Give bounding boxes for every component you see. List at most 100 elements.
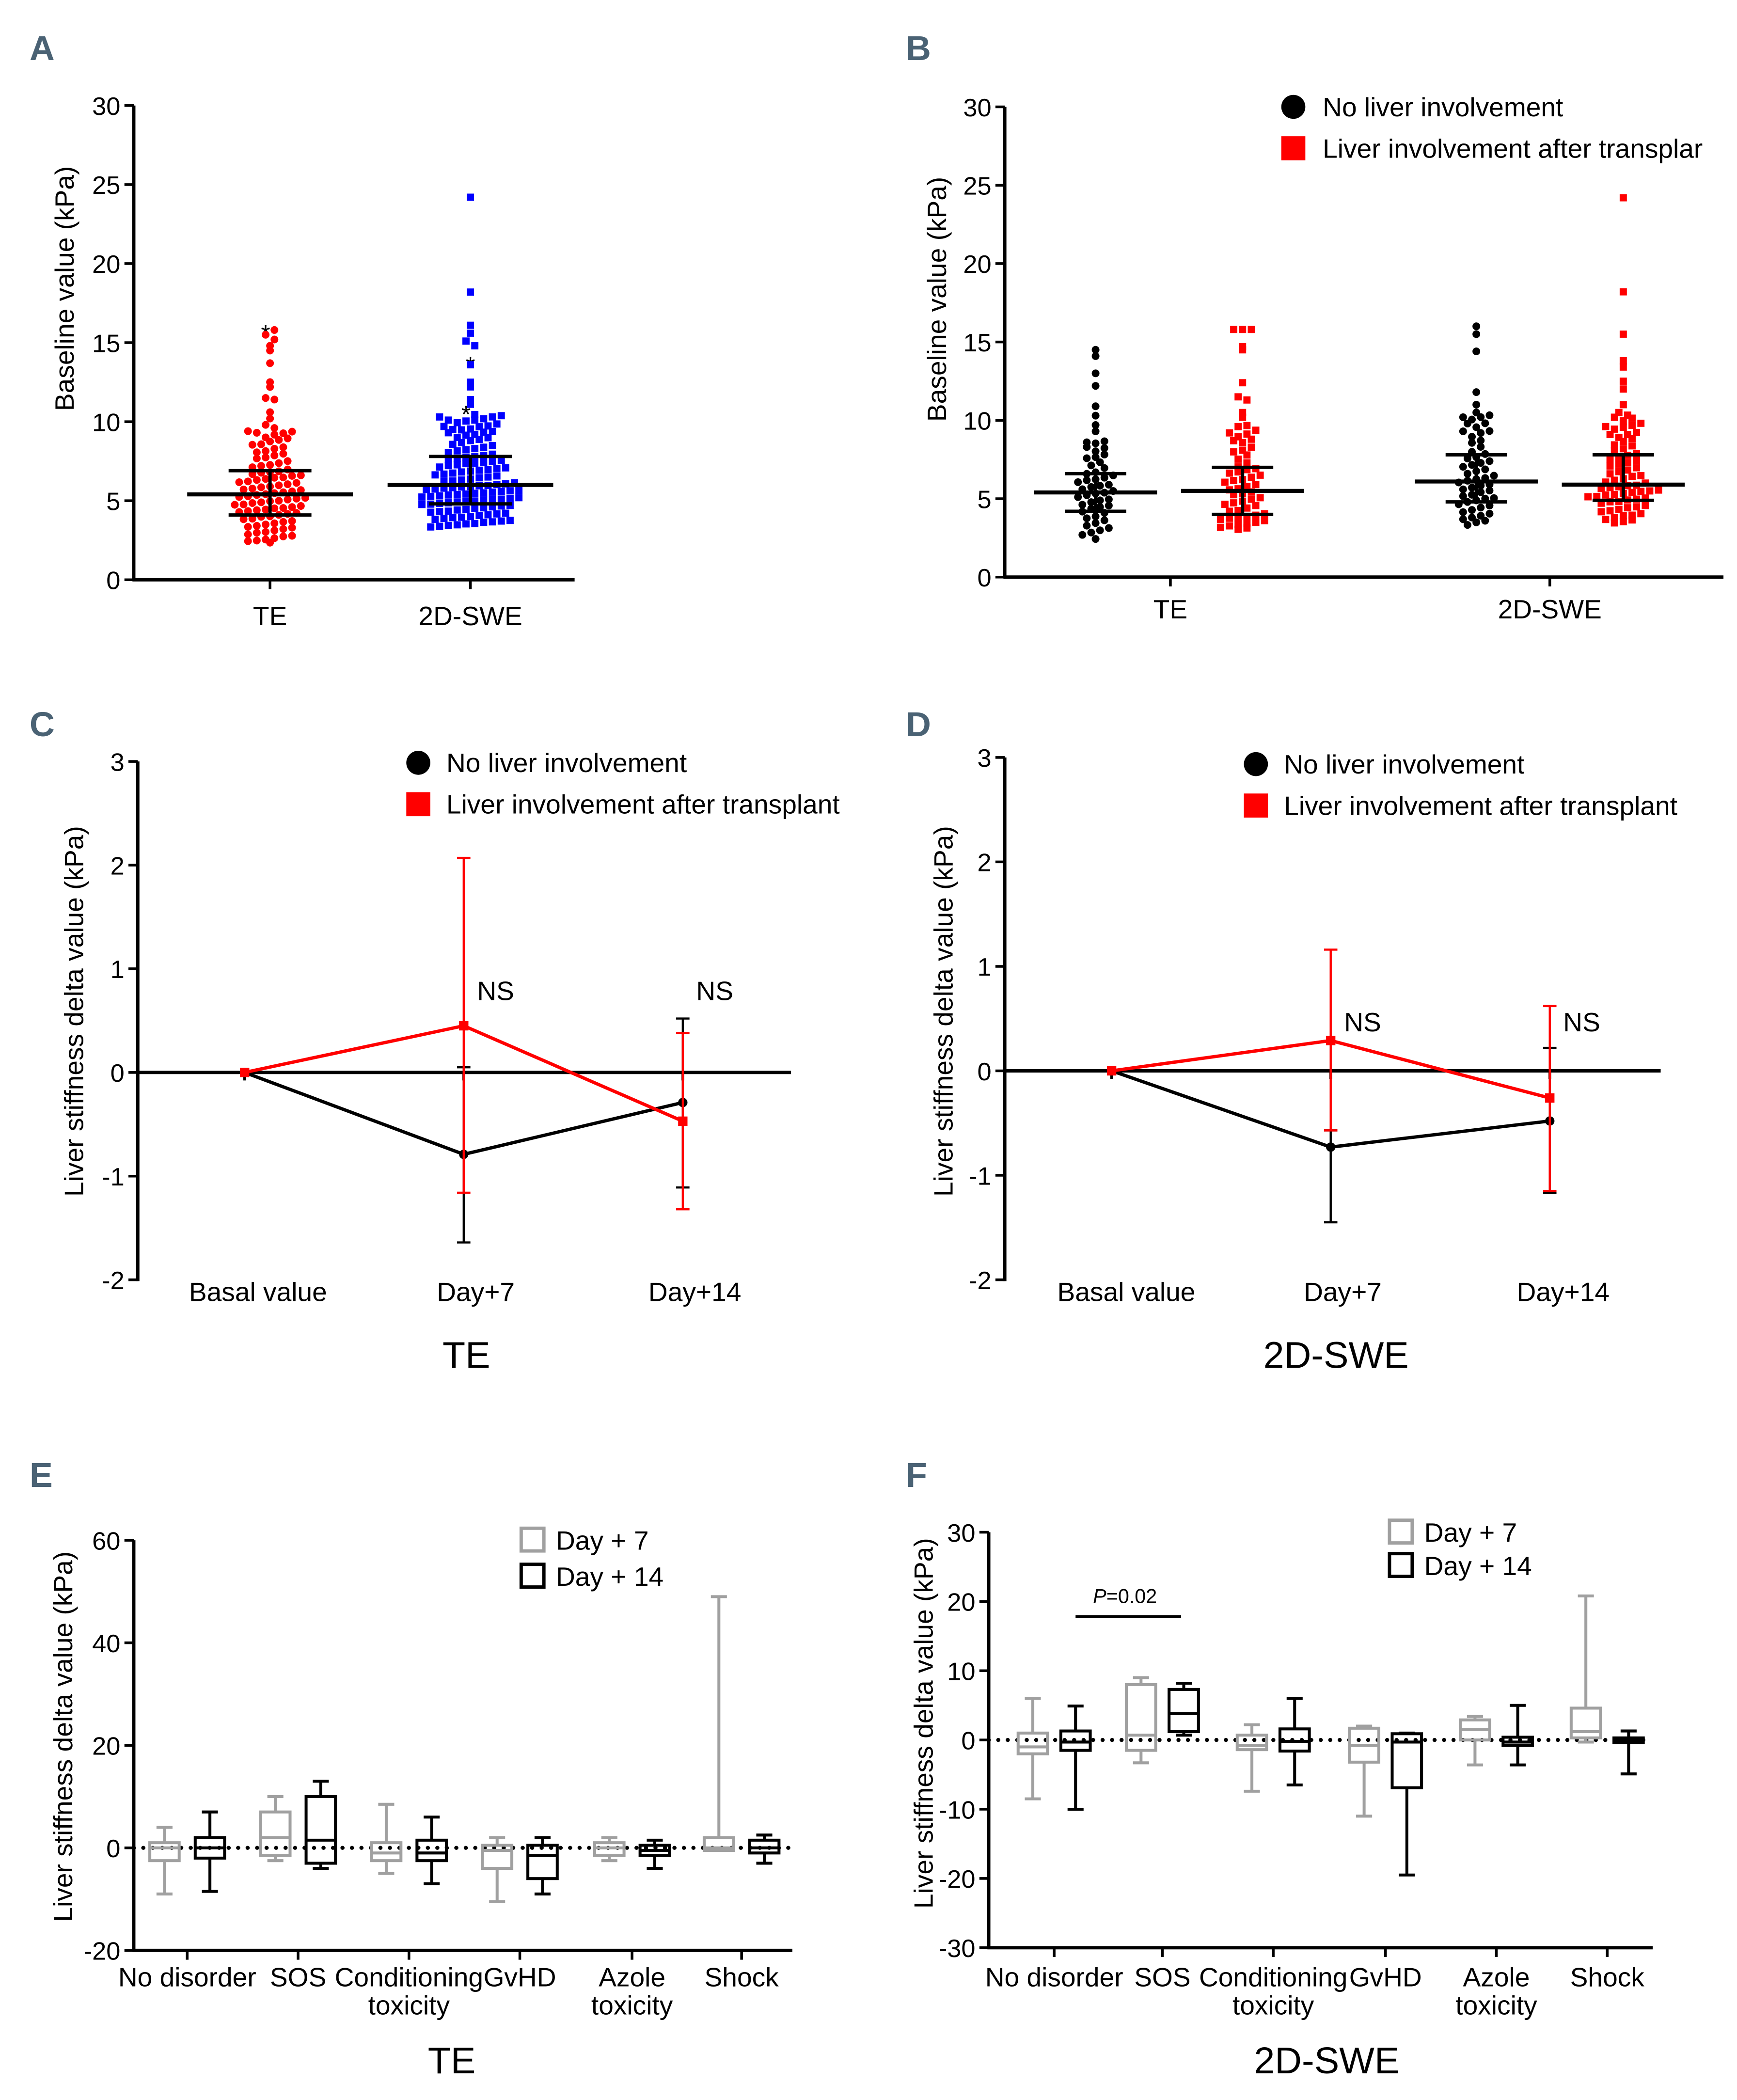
data-point: [678, 1116, 688, 1126]
data-point: [462, 490, 470, 498]
box-plot: [1124, 1676, 1157, 1765]
data-point: [1247, 326, 1255, 333]
data-point: [431, 471, 439, 479]
data-point: [1646, 487, 1654, 495]
data-point: [266, 359, 274, 367]
data-point: [253, 522, 261, 530]
data-point: [1087, 528, 1095, 537]
data-point: [1239, 439, 1247, 446]
data-point: [431, 516, 439, 523]
data-point: [1606, 455, 1614, 463]
x-category-label: Basal value: [1058, 1277, 1196, 1307]
data-point: [284, 495, 292, 504]
box: [148, 1841, 181, 1863]
data-point: [1463, 455, 1471, 463]
data-point: [471, 342, 479, 349]
data-point: [427, 508, 435, 516]
data-point: [1091, 512, 1100, 521]
data-point: [436, 522, 443, 530]
data-point: [262, 447, 270, 455]
data-point: [1096, 458, 1104, 466]
data-point: [1234, 455, 1242, 463]
category-label-line: Azole: [599, 1962, 665, 1992]
data-point: [1100, 474, 1108, 482]
box: [1569, 1706, 1602, 1739]
box: [415, 1838, 448, 1863]
data-point: [1100, 450, 1108, 458]
x-category-label: Azole toxicity: [591, 1962, 673, 2021]
data-point: [467, 193, 474, 201]
legend-label-day14: Day + 14: [1424, 1551, 1532, 1581]
legend-label-no-liver: No liver involvement: [1284, 749, 1524, 779]
legend-marker-day7: [1388, 1518, 1414, 1545]
data-point: [1611, 413, 1618, 421]
data-point: [431, 485, 439, 493]
data-point: [1619, 357, 1627, 364]
data-point: [1628, 516, 1636, 524]
data-point: [279, 443, 287, 451]
box-plot: [415, 1816, 448, 1885]
box-plot: [638, 1838, 671, 1870]
data-point: [467, 361, 474, 369]
y-tick-label: 3: [977, 744, 991, 773]
data-point: [502, 509, 509, 517]
data-point: [427, 492, 435, 500]
data-point: [266, 383, 274, 391]
y-tick-label: 30: [947, 1519, 975, 1547]
series-liver-after: [240, 856, 690, 1211]
data-point: [1633, 503, 1641, 511]
chart-title-d: 2D-SWE: [1263, 1335, 1409, 1376]
data-point: [262, 394, 270, 402]
data-point: [444, 449, 452, 457]
data-point: [1091, 352, 1100, 360]
data-point: [288, 503, 296, 511]
data-point: [471, 445, 479, 453]
data-point: [262, 475, 270, 483]
data-point: [436, 463, 443, 471]
y-tick-label: 30: [92, 93, 120, 121]
data-point: [1619, 518, 1627, 525]
data-point: [1545, 1093, 1555, 1103]
data-point: [1078, 531, 1087, 539]
data-point: [489, 518, 496, 526]
data-point: [1105, 481, 1113, 489]
data-point: [497, 457, 505, 464]
box: [526, 1844, 559, 1880]
scatter-group: [1181, 326, 1304, 533]
data-point: [262, 521, 270, 529]
data-point: [497, 488, 505, 495]
data-point: [270, 474, 279, 482]
p-prefix: P: [1093, 1585, 1106, 1608]
y-tick-label: 0: [106, 1835, 120, 1863]
data-point: [1239, 379, 1247, 387]
data-point: [1083, 476, 1091, 485]
data-point: [1481, 517, 1489, 525]
x-category-label: Shock: [705, 1962, 779, 1992]
data-point: [266, 347, 274, 355]
data-point: [262, 528, 270, 536]
data-point: [436, 413, 443, 421]
data-point: [1463, 419, 1471, 427]
data-point: [1239, 326, 1247, 333]
legend-e: Day + 7 Day + 14: [519, 1525, 663, 1592]
x-category-label: Basal value: [189, 1277, 327, 1307]
data-point: [423, 486, 430, 493]
data-point: [1230, 326, 1238, 333]
data-point: [270, 519, 279, 527]
data-point: [484, 473, 492, 481]
data-point: [515, 494, 523, 502]
data-point: [1243, 459, 1251, 467]
x-category-label: GvHD: [484, 1962, 556, 1992]
data-point: [288, 523, 296, 532]
data-point: [1481, 465, 1489, 474]
y-tick-label: 25: [963, 173, 991, 201]
box-plot: [1569, 1594, 1602, 1744]
data-point: [1096, 482, 1104, 490]
data-point: [462, 337, 470, 345]
data-point: [1472, 401, 1481, 409]
legend-marker-liver-after: [1281, 136, 1306, 160]
y-tick-label: 20: [92, 251, 120, 279]
data-point: [1619, 424, 1627, 431]
data-point: [1477, 504, 1485, 512]
data-point: [480, 519, 488, 526]
